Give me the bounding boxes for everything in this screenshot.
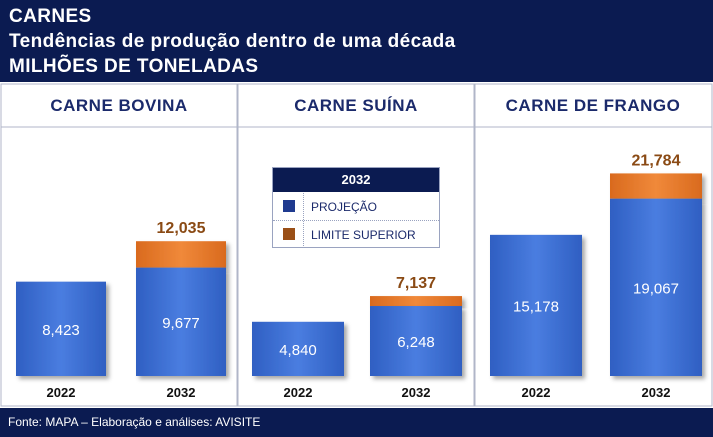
bar-projection-frango-2022	[490, 234, 582, 376]
header-title: CARNES	[9, 6, 92, 27]
tick-label-suina-2022: 2022	[284, 385, 313, 400]
bar-projection-frango-2032	[610, 198, 702, 376]
footer-source: Fonte: MAPA – Elaboração e análises: AVI…	[8, 415, 261, 429]
tick-label-frango-2022: 2022	[522, 385, 551, 400]
tick-label-suina-2032: 2032	[402, 385, 431, 400]
tick-label-frango-2032: 2032	[642, 385, 671, 400]
legend-separator	[303, 221, 304, 248]
chart-title-bovina: CARNE BOVINA	[50, 96, 187, 115]
bar-projection-suina-2022	[252, 321, 344, 376]
header-units: MILHÕES DE TONELADAS	[9, 56, 259, 77]
chart-title-suina: CARNE SUÍNA	[294, 96, 418, 115]
legend-label-projecao: PROJEÇÃO	[311, 200, 378, 214]
data-label-upper-suina-2032: 7,137	[396, 275, 436, 292]
bar-projection-suina-2032	[370, 306, 462, 376]
legend: 2032 PROJEÇÃO LIMITE SUPERIOR	[272, 167, 440, 248]
data-label-projection-bovina-2022: 8,423	[42, 322, 80, 339]
bar-upper-frango-2032	[610, 173, 702, 199]
legend-item-projecao: PROJEÇÃO	[273, 193, 439, 221]
legend-swatch-limite-superior	[283, 228, 295, 240]
data-label-projection-bovina-2032: 9,677	[162, 315, 200, 332]
data-label-projection-frango-2022: 15,178	[513, 298, 559, 315]
tick-label-bovina-2022: 2022	[47, 385, 76, 400]
footer-banner: Fonte: MAPA – Elaboração e análises: AVI…	[0, 408, 713, 437]
legend-item-limite-superior: LIMITE SUPERIOR	[273, 221, 439, 248]
data-label-upper-frango-2032: 21,784	[632, 152, 681, 169]
data-label-projection-suina-2032: 6,248	[397, 334, 435, 351]
tick-label-bovina-2032: 2032	[167, 385, 196, 400]
header-banner: CARNES Tendências de produção dentro de …	[0, 0, 713, 82]
data-label-upper-bovina-2032: 12,035	[157, 220, 206, 237]
bar-projection-bovina-2032	[136, 267, 226, 376]
legend-label-limite-superior: LIMITE SUPERIOR	[311, 228, 416, 242]
chart-title-frango: CARNE DE FRANGO	[506, 96, 681, 115]
legend-title: 2032	[273, 168, 439, 192]
data-label-projection-suina-2022: 4,840	[279, 342, 317, 359]
legend-swatch-projecao	[283, 200, 295, 212]
data-label-projection-frango-2032: 19,067	[633, 280, 679, 297]
bar-projection-bovina-2022	[16, 281, 106, 376]
bar-upper-suina-2032	[370, 296, 462, 307]
bar-upper-bovina-2032	[136, 241, 226, 268]
header-subtitle: Tendências de produção dentro de uma déc…	[9, 31, 456, 52]
legend-separator	[303, 193, 304, 220]
